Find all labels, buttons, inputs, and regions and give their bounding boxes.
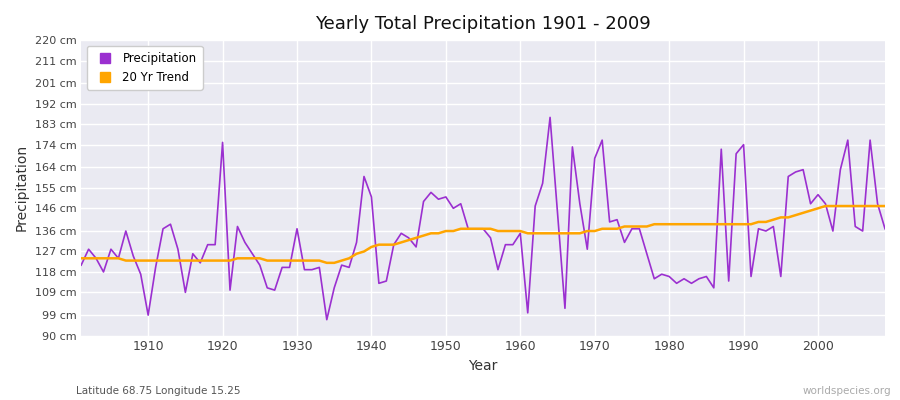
Y-axis label: Precipitation: Precipitation [15, 144, 29, 232]
X-axis label: Year: Year [468, 359, 498, 373]
Text: worldspecies.org: worldspecies.org [803, 386, 891, 396]
Legend: Precipitation, 20 Yr Trend: Precipitation, 20 Yr Trend [87, 46, 202, 90]
Title: Yearly Total Precipitation 1901 - 2009: Yearly Total Precipitation 1901 - 2009 [315, 15, 651, 33]
Text: Latitude 68.75 Longitude 15.25: Latitude 68.75 Longitude 15.25 [76, 386, 241, 396]
